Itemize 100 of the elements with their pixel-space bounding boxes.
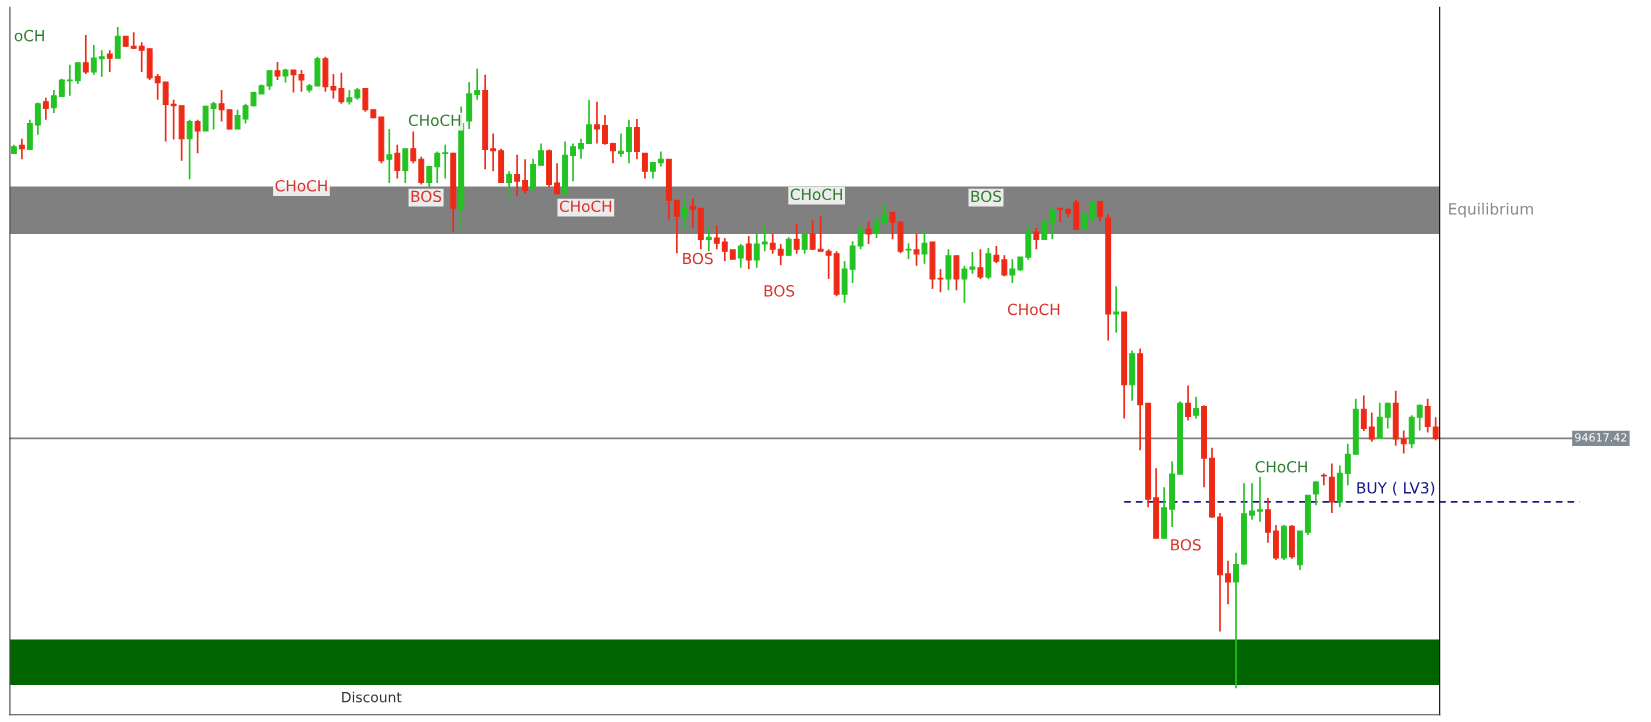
annotation: BOS [683, 252, 713, 265]
candlestick [625, 118, 632, 165]
candlestick [98, 49, 105, 78]
candlestick [138, 41, 145, 73]
candlestick [825, 248, 832, 280]
candlestick [514, 153, 521, 198]
candlestick [1320, 472, 1327, 487]
candlestick [745, 235, 752, 270]
candlestick [226, 108, 233, 131]
candlestick [490, 132, 497, 173]
candlestick [1424, 397, 1431, 434]
candlestick [594, 100, 600, 145]
candlestick [66, 63, 73, 97]
candlestick [586, 98, 592, 145]
candlestick [809, 219, 816, 251]
candlestick [1312, 480, 1319, 506]
candlestick [1249, 482, 1255, 521]
candlestick [1368, 411, 1375, 443]
annotation: CHoCH [790, 188, 842, 201]
candlestick [921, 230, 928, 265]
candlestick [554, 162, 561, 196]
candlestick [721, 237, 728, 262]
candlestick [817, 215, 824, 253]
candlestick [602, 114, 608, 146]
candlestick [705, 227, 712, 253]
candlestick [522, 158, 529, 195]
candlestick [474, 67, 481, 101]
candlestick [1193, 395, 1200, 420]
candlestick [801, 232, 808, 255]
candlestick [90, 44, 97, 76]
candlestick [1264, 497, 1271, 544]
candlestick [953, 254, 960, 292]
candlestick [106, 49, 113, 73]
candlestick [218, 89, 225, 123]
annotation: BOS [764, 285, 795, 297]
candlestick [913, 233, 920, 267]
candlestick [633, 118, 640, 161]
candlestick [50, 89, 57, 114]
candlestick [1225, 559, 1231, 606]
annotation: CHoCH [1255, 461, 1307, 473]
candlestick [506, 170, 513, 201]
candlestick [162, 81, 169, 143]
candlestick [1400, 429, 1407, 455]
band-label: Equilibrium [1449, 202, 1533, 218]
candlestick [426, 165, 433, 190]
candlestick [1089, 200, 1096, 223]
candlestick [618, 132, 624, 158]
candlestick [18, 137, 25, 161]
candlestick [154, 73, 161, 101]
candlestick [1432, 416, 1439, 442]
annotation: CHoCH [559, 200, 612, 213]
candlestick [402, 147, 409, 184]
candlestick [1384, 401, 1391, 430]
candlestick [538, 142, 545, 167]
band-label: Discount [342, 691, 402, 703]
candlestick [74, 61, 81, 85]
candlestick [977, 248, 984, 280]
candlestick [386, 128, 393, 184]
candlestick [1416, 403, 1423, 432]
candlestick [362, 87, 369, 113]
candlestick [1097, 200, 1104, 223]
candlestick [713, 224, 720, 251]
candlestick [793, 222, 800, 255]
candlestick [338, 71, 345, 105]
annotation: oCH [14, 29, 44, 42]
candlestick [945, 248, 952, 292]
candlestick [330, 73, 337, 100]
candlestick [1360, 394, 1367, 432]
candlestick [1049, 207, 1056, 241]
candlestick [681, 197, 688, 231]
candlestick [130, 31, 137, 50]
candlestick [857, 225, 864, 251]
candlestick [1257, 474, 1263, 523]
candlestick [865, 220, 872, 245]
annotation: BOS [971, 190, 1002, 203]
candlestick [1344, 442, 1351, 487]
candlestick [753, 233, 760, 269]
candlestick [657, 150, 664, 168]
candlestick [1033, 227, 1040, 251]
candlestick [578, 137, 584, 160]
annotation: CHoCH [1007, 303, 1060, 316]
candlestick [418, 155, 425, 186]
candlestick [194, 118, 201, 155]
candlestick [1009, 258, 1016, 284]
candlestick [689, 197, 696, 229]
candlestick [34, 101, 41, 136]
candlestick [434, 150, 441, 184]
candlestick [1113, 285, 1120, 334]
candlestick [777, 243, 784, 266]
candlestick [641, 152, 648, 180]
text: 94617.42 [1575, 433, 1627, 442]
candlestick [849, 240, 856, 284]
candlestick [114, 26, 121, 59]
candlestick [1376, 401, 1383, 440]
annotation: CHoCH [408, 114, 461, 127]
candlestick [170, 98, 177, 141]
annotation: CHoCH [275, 179, 327, 192]
candlestick [961, 264, 968, 304]
ref-line-label: BUY ( LV3) [1357, 481, 1435, 496]
candlestick [673, 199, 680, 255]
